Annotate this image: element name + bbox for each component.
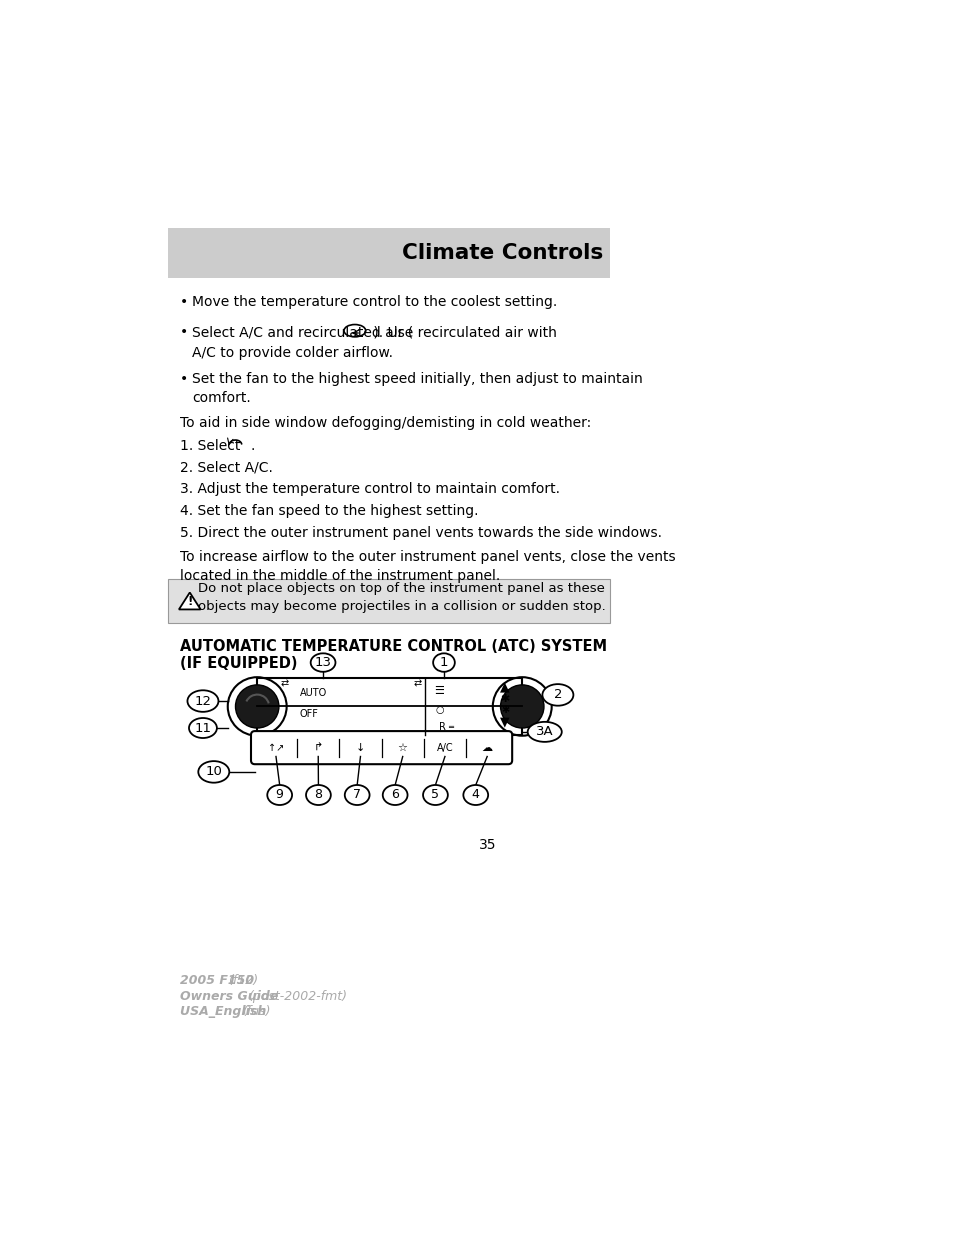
Text: ☰: ☰ [434,687,444,697]
Text: located in the middle of the instrument panel.: located in the middle of the instrument … [179,569,499,583]
Text: 11: 11 [194,721,212,735]
Text: 6: 6 [391,788,398,802]
Text: •: • [179,372,188,385]
Text: ▼: ▼ [500,715,510,729]
Ellipse shape [422,785,447,805]
Text: 5. Direct the outer instrument panel vents towards the side windows.: 5. Direct the outer instrument panel ven… [179,526,661,540]
Text: ↑↗: ↑↗ [268,742,284,752]
Text: 1. Select: 1. Select [179,440,240,453]
Text: ○: ○ [435,705,443,715]
Text: 13: 13 [314,656,332,669]
Ellipse shape [433,653,455,672]
Text: Set the fan to the highest speed initially, then adjust to maintain: Set the fan to the highest speed initial… [192,372,642,385]
Text: .: . [251,440,255,453]
Text: AUTOMATIC TEMPERATURE CONTROL (ATC) SYSTEM: AUTOMATIC TEMPERATURE CONTROL (ATC) SYST… [179,640,606,655]
Ellipse shape [344,785,369,805]
Text: AUTO: AUTO [299,688,327,698]
Text: ↱: ↱ [314,742,322,752]
Text: ✱: ✱ [500,694,509,704]
Text: Move the temperature control to the coolest setting.: Move the temperature control to the cool… [192,294,557,309]
Text: (IF EQUIPPED): (IF EQUIPPED) [179,656,297,672]
Text: Select A/C and recirculated air (: Select A/C and recirculated air ( [192,325,413,340]
Ellipse shape [527,721,561,742]
Text: ☁: ☁ [481,742,493,752]
Text: Climate Controls: Climate Controls [402,242,603,263]
Text: comfort.: comfort. [192,390,251,405]
Text: 2: 2 [553,688,561,701]
Text: 12: 12 [194,694,212,708]
Text: ▲: ▲ [500,680,510,694]
Text: •: • [179,325,188,340]
Ellipse shape [311,653,335,672]
Text: 8: 8 [314,788,322,802]
Text: (f12): (f12) [228,974,257,988]
Text: 3A: 3A [536,725,553,739]
Ellipse shape [187,690,218,711]
Ellipse shape [542,684,573,705]
Text: (post-2002-fmt): (post-2002-fmt) [248,989,347,1003]
Circle shape [500,685,543,727]
Text: 1: 1 [439,656,448,669]
Text: 7: 7 [353,788,361,802]
Ellipse shape [463,785,488,805]
Text: 9: 9 [275,788,283,802]
Polygon shape [179,593,200,609]
Text: (fus): (fus) [241,1005,270,1018]
Text: ↓: ↓ [355,742,365,752]
Circle shape [235,685,278,727]
Text: ⇄: ⇄ [414,678,421,688]
Text: ═: ═ [447,722,453,732]
Text: !: ! [187,595,193,608]
Text: A/C: A/C [436,742,453,752]
Bar [168,227,609,278]
Text: ✱: ✱ [500,705,509,715]
Text: 2005 F150: 2005 F150 [179,974,258,988]
Text: •: • [179,294,188,309]
Ellipse shape [306,785,331,805]
Text: Do not place objects on top of the instrument panel as these
objects may become : Do not place objects on top of the instr… [197,582,604,613]
Text: 3. Adjust the temperature control to maintain comfort.: 3. Adjust the temperature control to mai… [179,483,559,496]
Text: 2. Select A/C.: 2. Select A/C. [179,461,273,474]
Text: Owners Guide: Owners Guide [179,989,282,1003]
Text: To increase airflow to the outer instrument panel vents, close the vents: To increase airflow to the outer instrum… [179,550,675,564]
Text: 5: 5 [431,788,439,802]
Ellipse shape [267,785,292,805]
Text: 35: 35 [478,839,496,852]
Text: To aid in side window defogging/demisting in cold weather:: To aid in side window defogging/demistin… [179,416,590,430]
Text: USA_English: USA_English [179,1005,270,1018]
Ellipse shape [382,785,407,805]
Ellipse shape [198,761,229,783]
FancyBboxPatch shape [251,731,512,764]
Text: R: R [438,722,445,732]
Text: ☆: ☆ [397,742,407,752]
Text: ⇄: ⇄ [280,678,288,688]
Ellipse shape [189,718,216,739]
Text: 10: 10 [205,766,222,778]
Text: OFF: OFF [299,709,318,719]
Bar [257,678,521,735]
Text: A/C to provide colder airflow.: A/C to provide colder airflow. [192,346,393,361]
Bar [168,579,609,624]
Text: ). Use recirculated air with: ). Use recirculated air with [369,325,557,340]
Text: 4: 4 [472,788,479,802]
Text: 4. Set the fan speed to the highest setting.: 4. Set the fan speed to the highest sett… [179,504,477,517]
